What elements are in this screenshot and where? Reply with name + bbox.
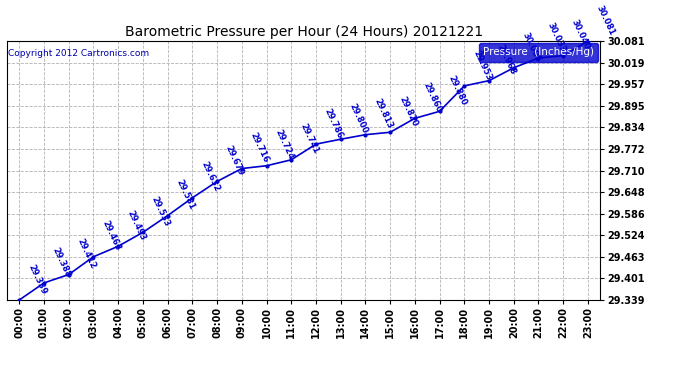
Title: Barometric Pressure per Hour (24 Hours) 20121221: Barometric Pressure per Hour (24 Hours) … xyxy=(124,25,483,39)
Text: 29.388: 29.388 xyxy=(51,246,72,279)
Text: 29.412: 29.412 xyxy=(76,237,97,270)
Text: 29.339: 29.339 xyxy=(26,263,48,296)
Text: 29.632: 29.632 xyxy=(199,160,221,194)
Text: 29.813: 29.813 xyxy=(373,98,394,130)
Text: 29.581: 29.581 xyxy=(175,178,197,212)
Text: 29.880: 29.880 xyxy=(446,74,469,107)
Text: 30.005: 30.005 xyxy=(521,31,542,64)
Text: 29.679: 29.679 xyxy=(224,144,246,177)
Text: 29.820: 29.820 xyxy=(397,95,419,128)
Text: 29.724: 29.724 xyxy=(273,128,295,162)
Text: 29.800: 29.800 xyxy=(348,102,369,135)
Text: 29.786: 29.786 xyxy=(323,107,345,140)
Text: 29.493: 29.493 xyxy=(125,209,147,242)
Text: 29.741: 29.741 xyxy=(298,123,320,156)
Text: 30.033: 30.033 xyxy=(545,21,567,54)
Text: 29.533: 29.533 xyxy=(150,195,172,228)
Text: 29.860: 29.860 xyxy=(422,81,444,114)
Text: 29.968: 29.968 xyxy=(496,44,518,76)
Text: Copyright 2012 Cartronics.com: Copyright 2012 Cartronics.com xyxy=(8,49,149,58)
Text: 29.463: 29.463 xyxy=(100,219,122,253)
Text: 29.953: 29.953 xyxy=(471,49,493,82)
Text: 29.716: 29.716 xyxy=(248,131,270,164)
Text: 30.040: 30.040 xyxy=(570,18,592,51)
Text: 30.081: 30.081 xyxy=(595,4,617,37)
Legend: Pressure  (Inches/Hg): Pressure (Inches/Hg) xyxy=(479,44,598,62)
